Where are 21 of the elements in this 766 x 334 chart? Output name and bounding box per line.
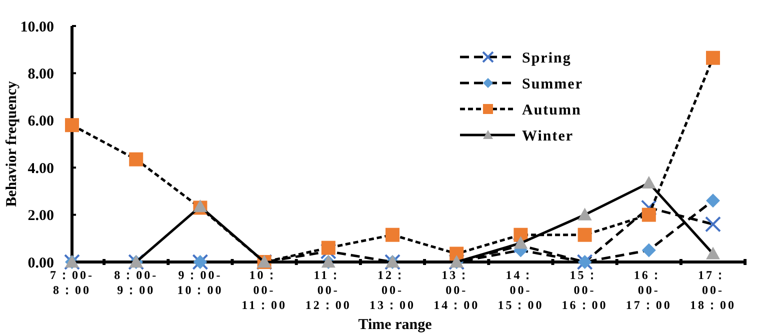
legend-label: Spring (522, 50, 572, 66)
x-tick-label: 8：00-9：00 (114, 268, 158, 297)
x-tick-label: 17：00-18：00 (690, 268, 736, 312)
y-tick-label: 2.00 (28, 208, 54, 224)
x-tick-label: 10：00-11：00 (242, 268, 287, 312)
x-tick-label: 11：00-12：00 (305, 268, 352, 312)
x-tick-label: 9：00-10：00 (177, 268, 224, 297)
y-tick-label: 4.00 (28, 160, 54, 177)
y-tick-label: 8.00 (28, 66, 54, 82)
x-tick-label: 16：00-17：00 (626, 268, 672, 312)
legend-label: Winter (522, 128, 574, 144)
x-tick-label: 14：00-15：00 (498, 268, 544, 312)
y-tick-label: 10.00 (20, 19, 54, 36)
x-axis-title: Time range (358, 317, 432, 333)
x-tick-label: 13：00-14：00 (434, 268, 480, 312)
y-axis-title: Behavior frequency (4, 80, 20, 207)
x-tick-label: 15：00-16：00 (562, 268, 608, 312)
x-tick-label: 12：00-13：00 (370, 268, 416, 312)
legend-label: Autumn (522, 102, 582, 118)
y-tick-label: 6.00 (28, 114, 54, 130)
legend-label: Summer (522, 76, 583, 92)
